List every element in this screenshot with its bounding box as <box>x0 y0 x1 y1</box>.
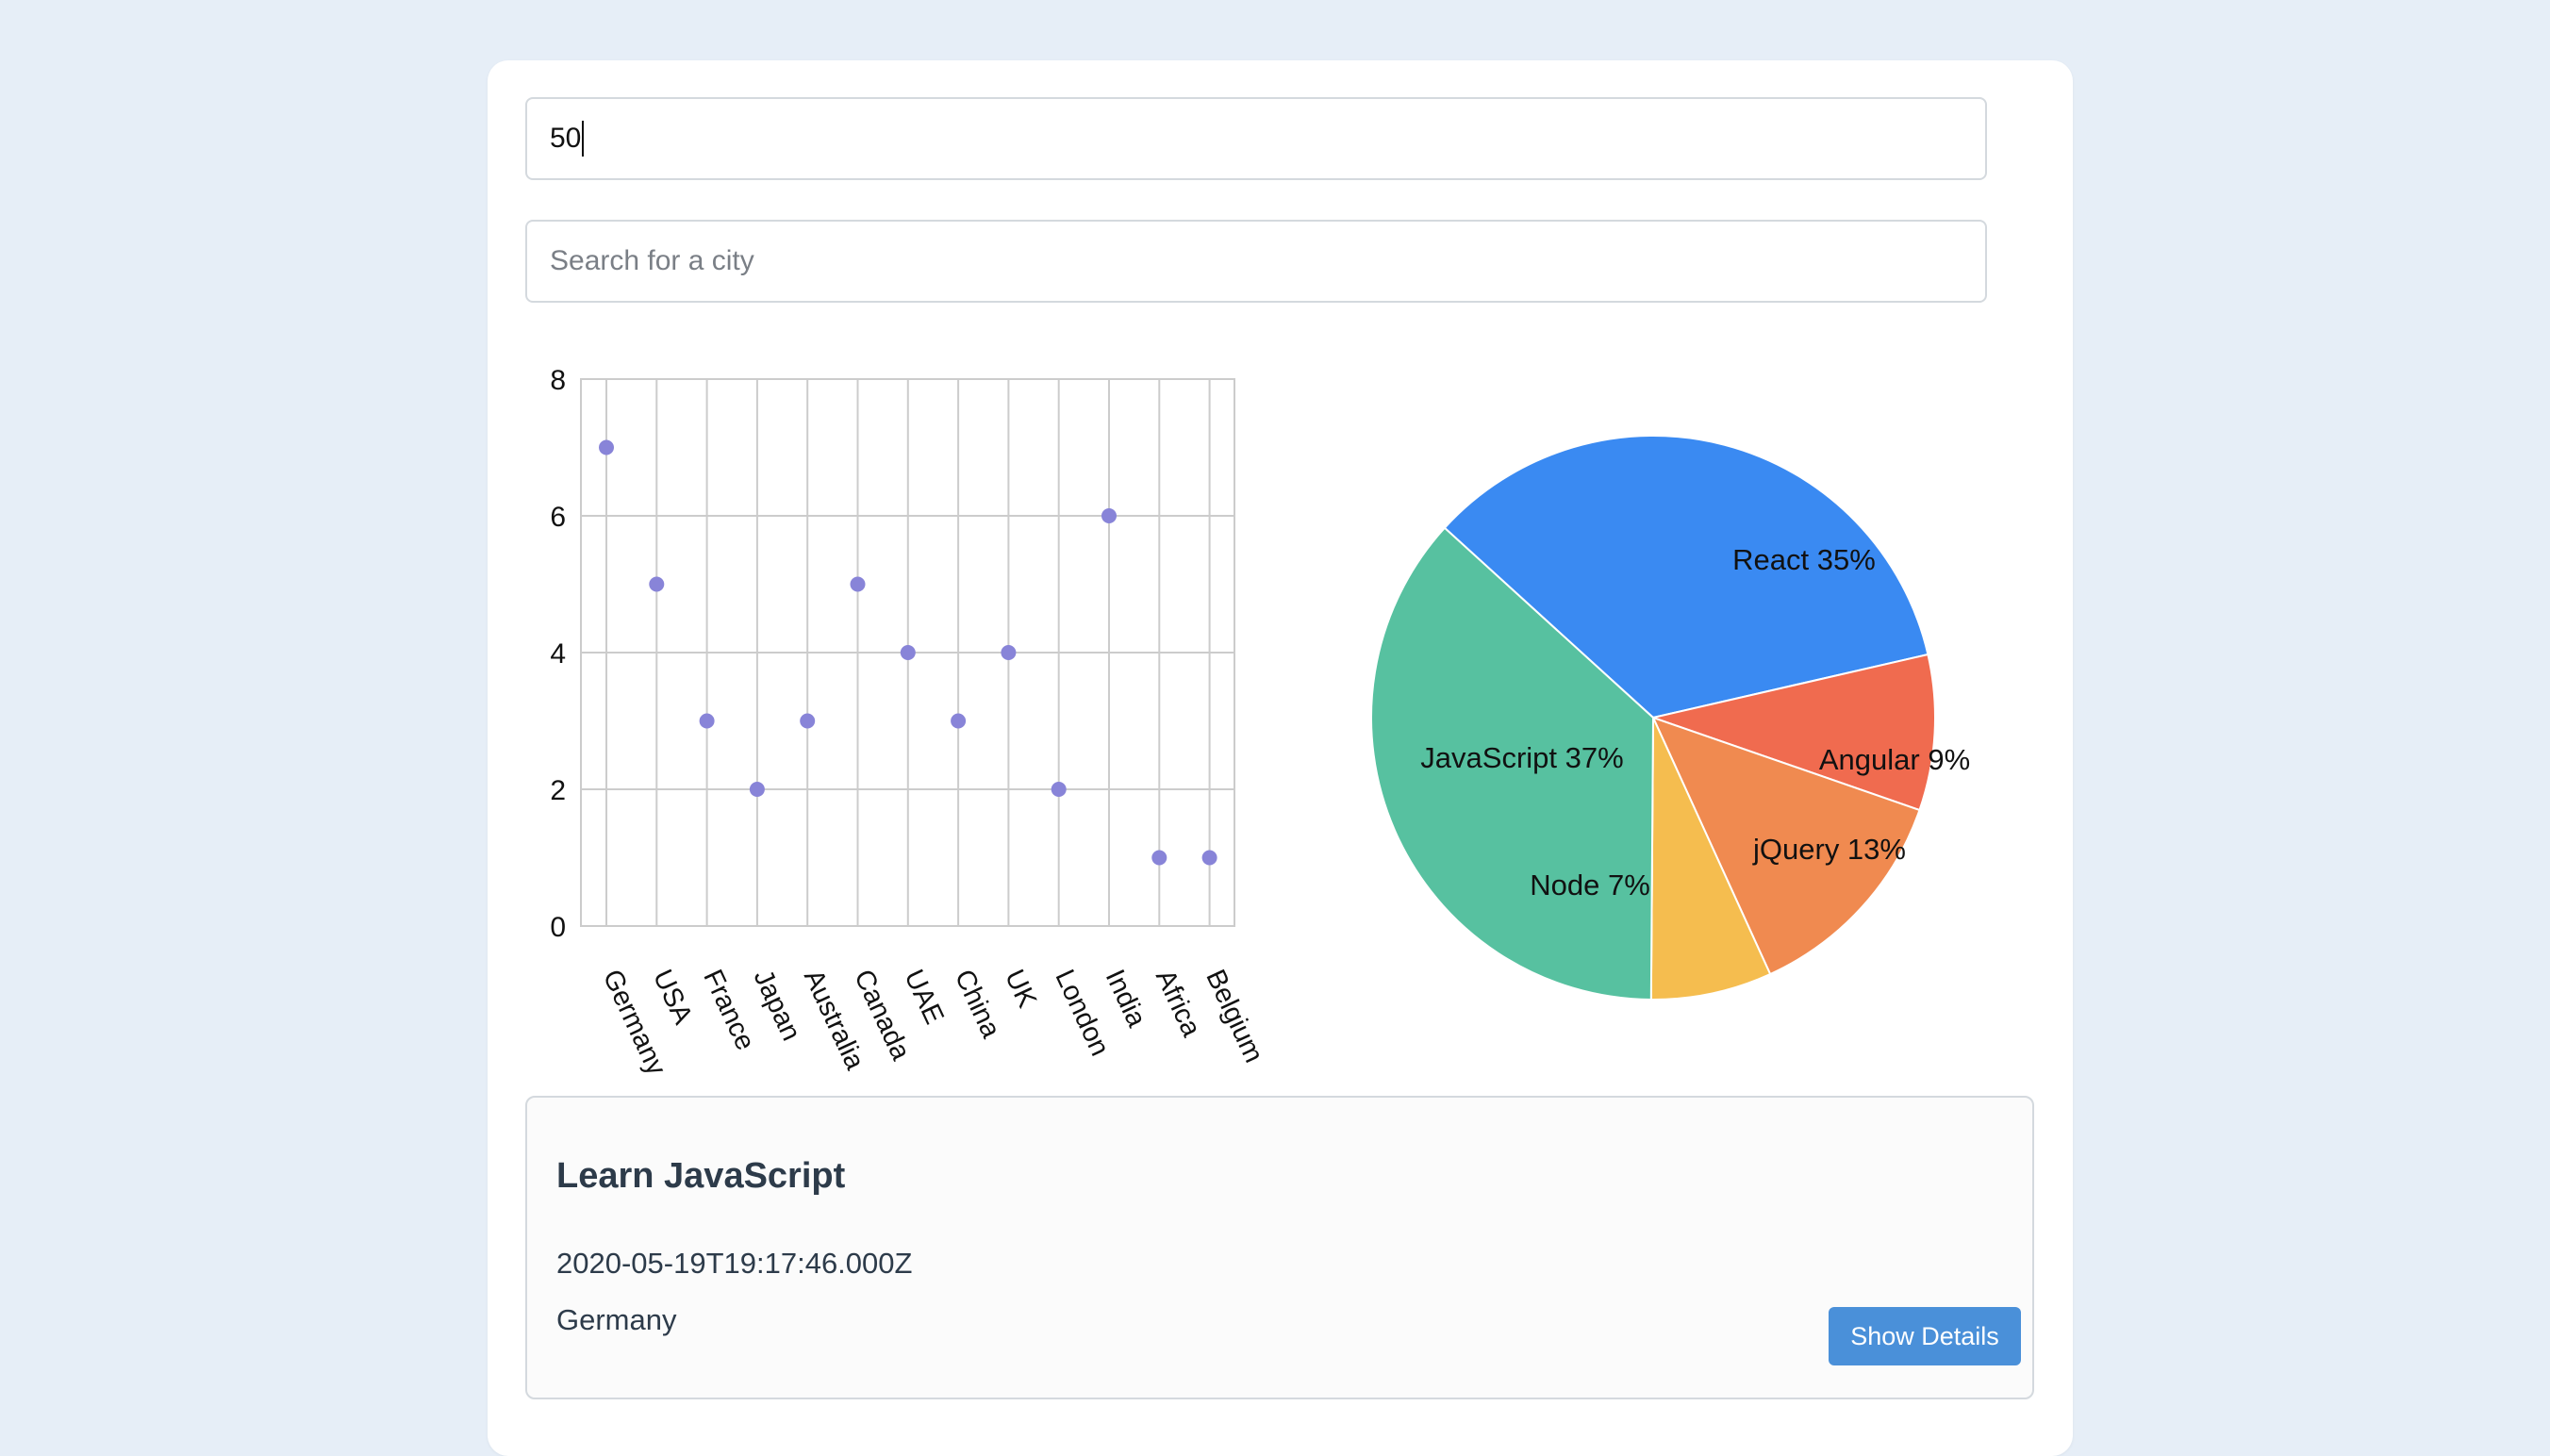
scatter-point[interactable] <box>1051 782 1067 797</box>
pie-slice-label: JavaScript 37% <box>1420 741 1623 774</box>
scatter-point[interactable] <box>749 782 765 797</box>
y-tick-label: 8 <box>550 365 566 396</box>
pie-slice[interactable] <box>1651 716 1921 976</box>
scatter-point[interactable] <box>1201 850 1217 866</box>
pie-slice-label: React 35% <box>1732 543 1876 576</box>
detail-title: Learn JavaScript <box>556 1156 846 1196</box>
scatter-point[interactable] <box>951 713 967 729</box>
scatter-point[interactable] <box>1151 850 1167 866</box>
main-card: 02468GermanyUSAFranceJapanAustraliaCanad… <box>488 60 2073 1456</box>
scatter-point[interactable] <box>699 713 715 729</box>
city-search-input[interactable] <box>525 220 1987 303</box>
detail-card: Learn JavaScript 2020-05-19T19:17:46.000… <box>525 1096 2034 1399</box>
y-tick-label: 4 <box>550 638 566 670</box>
scatter-grid <box>580 378 1235 927</box>
pie-chart: React 35% Angular 9% jQuery 13% Node 7% Java… <box>1370 435 1970 1001</box>
detail-country: Germany <box>556 1303 677 1336</box>
y-tick-label: 2 <box>550 775 566 806</box>
pie-slice[interactable] <box>1649 653 1936 812</box>
detail-date: 2020-05-19T19:17:46.000Z <box>556 1247 913 1280</box>
scatter-point[interactable] <box>649 576 665 592</box>
pie-slice[interactable] <box>1443 435 1929 720</box>
scatter-point[interactable] <box>1101 508 1117 523</box>
scatter-point[interactable] <box>850 576 866 592</box>
show-details-button[interactable]: Show Details <box>1829 1307 2021 1365</box>
pie-slice[interactable] <box>1649 717 1772 1001</box>
pie-slice-label: jQuery 13% <box>1752 833 1906 866</box>
pie-slice[interactable] <box>1370 526 1655 1001</box>
scatter-point[interactable] <box>599 439 614 455</box>
limit-input[interactable] <box>525 97 1987 180</box>
pie-slice-label: Angular 9% <box>1819 743 1970 776</box>
y-tick-label: 6 <box>550 502 566 533</box>
scatter-point[interactable] <box>800 713 816 729</box>
y-tick-label: 0 <box>550 912 566 943</box>
pie-slice-label: Node 7% <box>1530 869 1650 902</box>
scatter-point[interactable] <box>1001 645 1017 660</box>
text-caret <box>582 121 584 157</box>
scatter-point[interactable] <box>900 645 916 660</box>
